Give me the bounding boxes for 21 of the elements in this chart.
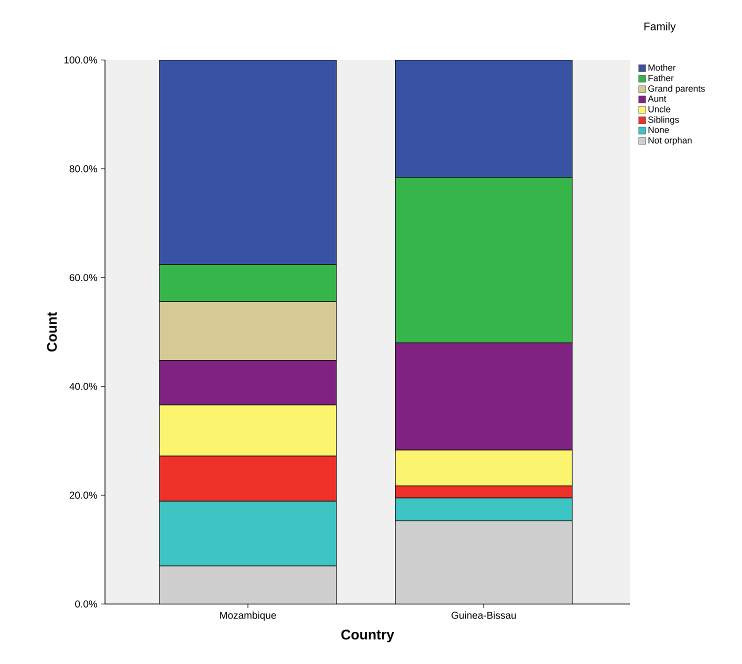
legend-label: Father xyxy=(648,74,674,82)
x-tick-label: Guinea-Bissau xyxy=(452,612,516,619)
y-axis-title: Count xyxy=(46,312,57,352)
y-tick-label: 20.0% xyxy=(70,492,98,499)
y-tick-label: 100.0% xyxy=(64,56,98,64)
x-axis-title: Country xyxy=(341,630,394,642)
x-tick-label: Mozambique xyxy=(220,612,276,621)
legend-label: None xyxy=(648,126,669,134)
bar xyxy=(395,520,573,604)
legend-title: Family xyxy=(644,22,676,32)
y-tick-label: 0.0% xyxy=(75,600,98,608)
bar xyxy=(159,566,337,604)
y-tick-label: 80.0% xyxy=(70,165,98,172)
legend-label: Mother xyxy=(648,64,676,71)
legend-label: Uncle xyxy=(648,106,670,112)
legend-label: Siblings xyxy=(648,116,679,125)
y-tick-label: 40.0% xyxy=(69,382,98,390)
legend-label: Aunt xyxy=(648,96,666,102)
legend-label: Not orphan xyxy=(648,136,692,146)
y-tick-label: 60.0% xyxy=(70,274,98,282)
legend-label: Grand parents xyxy=(648,85,705,94)
